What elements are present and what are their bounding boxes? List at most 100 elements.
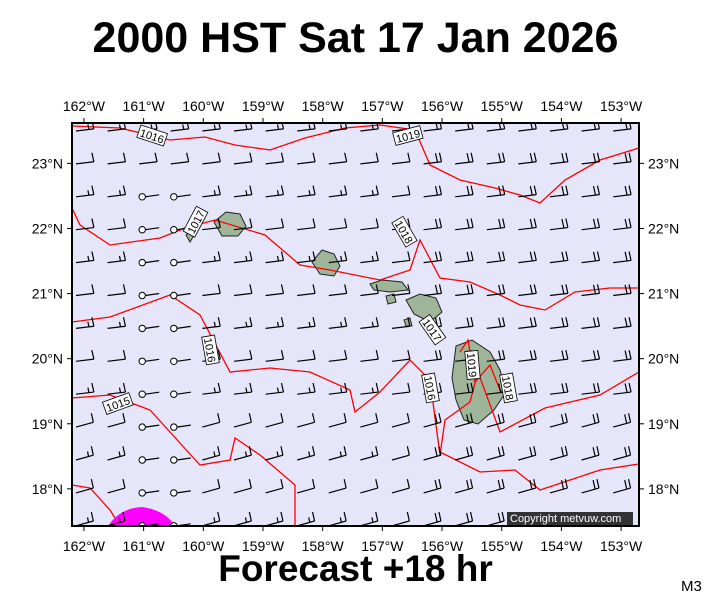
wind-barb (75, 317, 95, 329)
lon-label-top: 156°W (421, 98, 464, 114)
wind-barb (581, 251, 601, 264)
isobar-label: 1016 (421, 372, 440, 404)
wind-barb (360, 350, 379, 362)
wind-barb (581, 218, 601, 231)
wind-barb (423, 446, 442, 461)
wind-barb (233, 251, 253, 264)
wind-barb (138, 357, 160, 365)
ocean-background (72, 123, 639, 526)
wind-barb (138, 291, 160, 300)
wind-barb (107, 185, 127, 198)
wind-barb (75, 123, 95, 132)
island-lanai (385, 293, 397, 305)
wind-barb (518, 413, 537, 428)
wind-barb (581, 350, 601, 362)
wind-barb (518, 446, 537, 461)
map-frame (71, 122, 640, 527)
wind-barb (265, 350, 285, 362)
wind-barb (455, 284, 474, 297)
wind-barb (107, 152, 127, 165)
wind-barb (518, 284, 537, 297)
axis-ticks: 162°W 162°W 161°W 161°W 160°W 160°W 159°W 159°W… (32, 98, 680, 554)
wind-barb (423, 413, 442, 428)
wind-barb (202, 284, 221, 297)
wind-barb (138, 456, 160, 464)
wind-barb (645, 383, 663, 394)
wind-barb (107, 218, 127, 231)
model-code: M3 (681, 578, 702, 595)
wind-barb (455, 478, 474, 494)
wind-barb (328, 478, 347, 494)
wind-barb (486, 350, 506, 362)
lon-label-top: 158°W (302, 98, 345, 114)
wind-barb (360, 478, 379, 494)
wind-barb (170, 390, 191, 398)
wind-barb (170, 152, 190, 165)
wind-barb (423, 478, 442, 494)
wind-barb (360, 511, 379, 526)
wind-barb (233, 511, 252, 526)
wind-barb (170, 357, 191, 365)
wind-barb (328, 413, 347, 428)
wind-barb (297, 382, 316, 395)
wind-barb (297, 185, 316, 198)
wind-barb (328, 251, 348, 264)
lon-label-top: 162°W (63, 98, 106, 114)
wind-barb (549, 350, 569, 362)
wind-barb (645, 512, 662, 526)
wind-barb (297, 350, 316, 362)
forecast-label: Forecast +18 hr (218, 548, 493, 589)
wind-barb (486, 218, 506, 231)
wind-barb (233, 152, 253, 165)
wind-barb (581, 185, 601, 198)
lon-label-bottom: 162°W (63, 538, 106, 554)
wind-barb (613, 446, 632, 461)
wind-barb (486, 251, 506, 264)
svg-text:1016: 1016 (421, 375, 437, 401)
wind-barb (455, 511, 474, 526)
wind-barb (233, 446, 252, 461)
wind-barb (107, 350, 127, 362)
wind-barb (297, 413, 316, 428)
wind-barb (75, 446, 94, 461)
wind-barb (518, 185, 537, 198)
wind-barb (360, 152, 379, 165)
isobar-north (72, 124, 639, 204)
wind-barb (423, 284, 443, 297)
wind-barb (423, 511, 442, 526)
lat-label-right: 19°N (648, 416, 679, 432)
wind-barb (75, 152, 95, 165)
wind-barb (138, 423, 160, 431)
lat-label-right: 20°N (648, 351, 679, 367)
wind-barb (455, 152, 474, 165)
wind-barb (138, 226, 160, 234)
lat-label-left: 23°N (32, 155, 63, 171)
lon-label-top: 155°W (481, 98, 524, 114)
svg-text:1019: 1019 (464, 352, 478, 377)
wind-barb (170, 456, 191, 464)
copyright-text: Copyright metvuw.com (510, 513, 621, 525)
wind-barb (202, 152, 221, 165)
wind-barb (360, 413, 379, 428)
wind-barb (613, 382, 632, 395)
wind-barb (233, 350, 253, 362)
wind-barb (645, 120, 663, 131)
wind-barb (581, 317, 601, 329)
lat-label-right: 21°N (648, 286, 679, 302)
isobar-1019 (459, 338, 511, 401)
lon-label-bottom: 154°W (540, 538, 583, 554)
lat-label-left: 22°N (32, 220, 63, 236)
wind-barb (265, 123, 285, 132)
wind-barb (549, 185, 569, 198)
wind-barb (613, 152, 632, 165)
wind-barb (265, 251, 285, 264)
lon-label-bottom: 153°W (600, 538, 643, 554)
wind-barb (581, 382, 601, 395)
wind-barb (360, 251, 379, 264)
wind-barb (75, 511, 94, 526)
wind-barb (581, 284, 601, 297)
isobar-label: 1018 (499, 372, 518, 404)
wind-barb (455, 382, 474, 395)
wind-barb (75, 284, 95, 297)
wind-barb (328, 123, 348, 132)
